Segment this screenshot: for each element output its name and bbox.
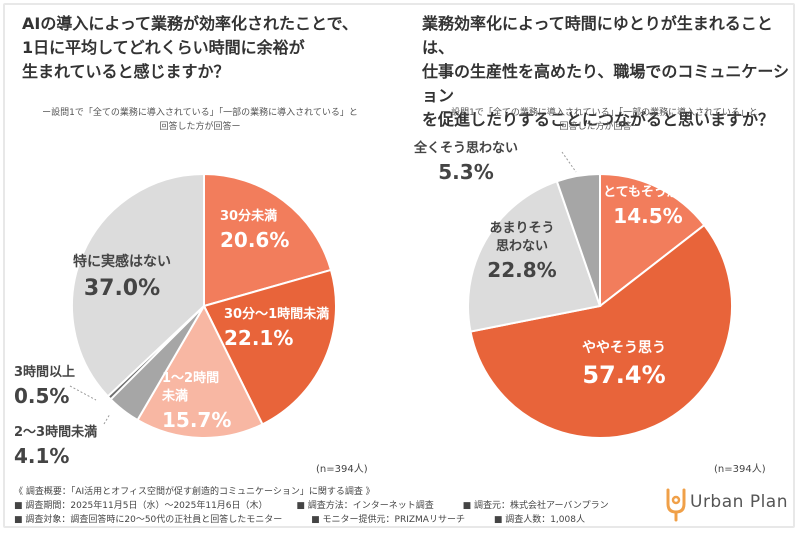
- pie-label-0-0: 30分未満 20.6%: [220, 208, 289, 252]
- leader-line-1-3: [561, 151, 577, 173]
- pie-slice-1-1: [469, 223, 733, 439]
- pie-slice-0-1: [202, 268, 337, 426]
- urban-plan-logo: Urban Plan: [664, 488, 794, 522]
- pie-slice-1-3: [555, 172, 601, 307]
- slice-value-text: 37.0%: [84, 276, 160, 301]
- slice-label-text: ややそう思う: [582, 340, 666, 356]
- n-label-right: (n=394人): [714, 464, 766, 475]
- survey-period: ■ 調査期間：2025年11月5日（水）〜2025年11月6日（木）: [14, 501, 268, 511]
- image-frame: [3, 3, 795, 528]
- slice-label-text: 30分未満: [220, 208, 277, 224]
- n-label-left: (n=394人): [316, 464, 368, 475]
- logo-text: Urban Plan: [690, 492, 788, 512]
- survey-method: ■ 調査方法：インターネット調査: [296, 501, 434, 511]
- survey-count: ■ 調査人数：1,008人: [493, 515, 585, 525]
- pie-label-1-0: とてもそう思う 14.5%: [603, 185, 693, 228]
- slice-label-text: 3時間以上: [14, 364, 75, 380]
- urban-plan-logo-icon: [666, 488, 686, 522]
- chart-title-right: 業務効率化によって時間にゆとりが生まれることは、 仕事の生産性を高めたり、職場で…: [422, 14, 790, 129]
- pie-label-1-1: ややそう思う 57.4%: [582, 340, 666, 389]
- chart-subtitle-right: ー設問1で「全ての業務に導入されている」「一部の業務に導入されている」と 回答し…: [442, 108, 758, 132]
- pie-label-1-3: 全くそう思わない 5.3%: [413, 140, 577, 184]
- slice-value-text: 5.3%: [438, 160, 493, 184]
- slice-label-text: 1〜2時間: [162, 370, 219, 386]
- slice-value-text: 22.8%: [487, 258, 556, 282]
- slice-label-text: とてもそう思う: [603, 185, 693, 200]
- chart-subtitle-left: ー設問1で「全ての業務に導入されている」「一部の業務に導入されている」と 回答し…: [42, 108, 358, 132]
- slice-label-text: 特に実感はない: [73, 253, 171, 270]
- survey-footer: 《 調査概要：「AI活用とオフィス空間が促す創造的コミュニケーション」に関する調…: [0, 484, 800, 530]
- survey-organizer: ■ 調査元：株式会社アーバンプラン: [462, 501, 609, 511]
- pie-slice-0-5: [71, 172, 205, 398]
- slice-value-text: 20.6%: [220, 228, 289, 252]
- survey-target: ■ 調査対象：調査回答時に20〜50代の正社員と回答したモニター: [14, 515, 283, 525]
- slice-label-text: 思わない: [496, 239, 548, 254]
- slice-value-text: 0.5%: [14, 384, 69, 408]
- slice-value-text: 4.1%: [14, 444, 69, 468]
- slice-value-text: 22.1%: [224, 326, 293, 350]
- slice-label-text: 未満: [161, 388, 188, 404]
- slice-label-text: 30分〜1時間未満: [224, 306, 329, 322]
- leader-line-0-3: [103, 413, 111, 425]
- survey-provider: ■ モニター提供元：PRIZMAリサーチ: [311, 515, 465, 525]
- pie-slice-0-2: [136, 303, 264, 439]
- pie-label-0-5: 特に実感はない 37.0%: [73, 253, 171, 301]
- pie-label-0-1: 30分〜1時間未満 22.1%: [224, 306, 329, 350]
- chart-panel-right: 業務効率化によって時間にゆとりが生まれることは、 仕事の生産性を高めたり、職場で…: [400, 0, 800, 475]
- pie-slice-1-2: [467, 179, 602, 333]
- pie-slice-1-0: [599, 172, 706, 309]
- chart-panel-left: AIの導入によって業務が効率化されたことで、 1日に平均してどれくらい時間に余裕…: [0, 0, 400, 475]
- chart-title-left: AIの導入によって業務が効率化されたことで、 1日に平均してどれくらい時間に余裕…: [22, 14, 358, 81]
- pie-label-0-4: 3時間以上 0.5%: [14, 364, 97, 408]
- slice-label-text: あまりそう: [489, 221, 554, 236]
- slice-label-text: 全くそう思わない: [413, 140, 518, 156]
- slice-value-text: 15.7%: [162, 408, 231, 432]
- slice-value-text: 14.5%: [613, 204, 682, 228]
- leader-line-0-4: [69, 385, 97, 401]
- slice-value-text: 57.4%: [582, 361, 665, 389]
- survey-overview: 《 調査概要：「AI活用とオフィス空間が促す創造的コミュニケーション」に関する調…: [14, 487, 375, 497]
- slice-label-text: 2〜3時間未満: [14, 424, 97, 440]
- pie-slice-0-0: [203, 172, 333, 308]
- pie-label-0-3: 2〜3時間未満 4.1%: [14, 413, 111, 468]
